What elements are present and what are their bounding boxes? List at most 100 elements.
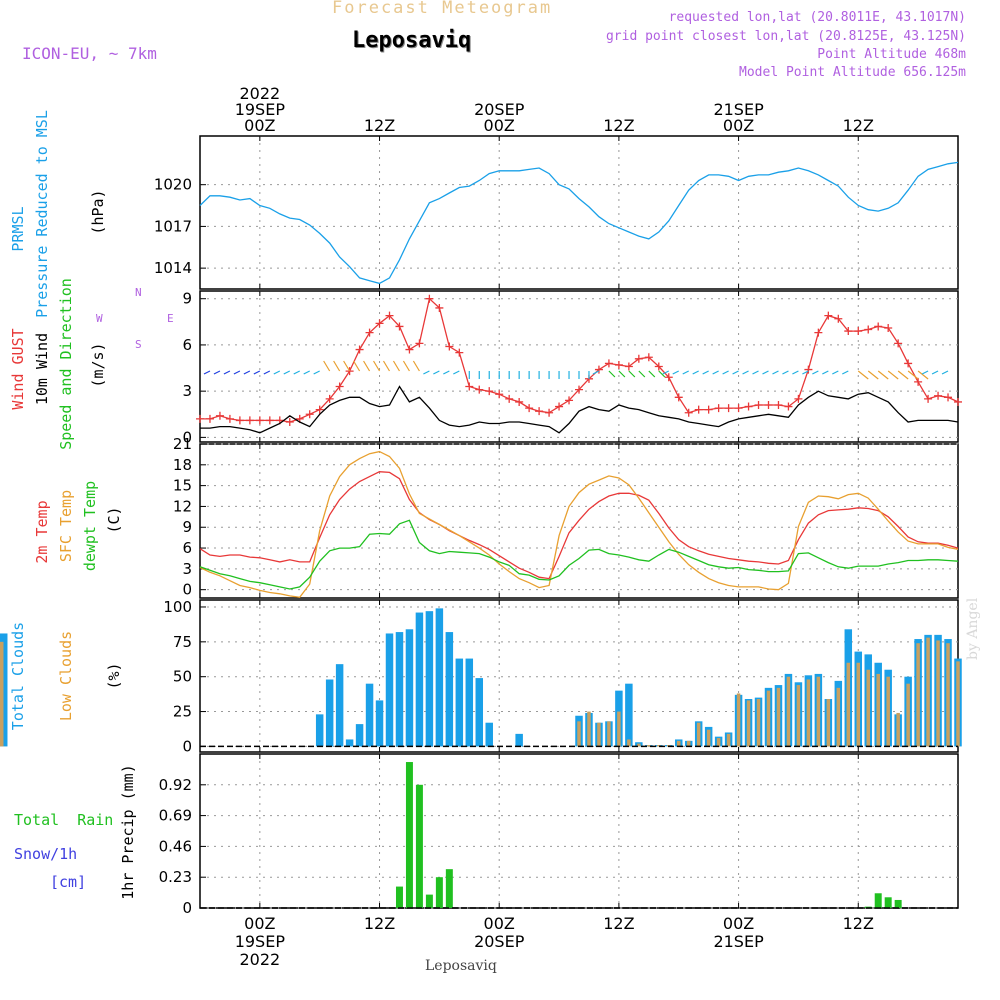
gust-marker: [744, 402, 753, 411]
time-label-top: 00Z: [723, 116, 754, 135]
bar: [726, 733, 731, 747]
gust-marker: [894, 339, 903, 348]
gust-marker: [634, 354, 643, 363]
bar: [415, 612, 424, 747]
location-title: Leposaviq: [352, 28, 472, 53]
wind-arrow: [313, 370, 320, 375]
wind-arrow: [382, 360, 391, 372]
gust-marker: [435, 303, 444, 312]
bar: [617, 711, 621, 747]
bar: [485, 722, 493, 747]
gust-marker: [575, 385, 583, 394]
compass-s: S: [135, 338, 142, 351]
wind-arrow: [363, 360, 371, 372]
bar: [445, 632, 454, 747]
model-name: ICON-EU, ~ 7km: [22, 44, 157, 63]
bar: [956, 661, 960, 747]
gust-marker: [285, 417, 294, 426]
y-tick-label: 3: [182, 560, 192, 578]
panel-temperature: 0 3 6 9 12 15 18 21: [173, 435, 959, 599]
wind-arrow: [832, 370, 839, 375]
wind-arrow: [253, 370, 261, 375]
gust-marker: [604, 359, 613, 368]
label-2m-temp: 2m Temp: [33, 500, 51, 564]
gust-marker: [854, 327, 863, 336]
bar: [345, 739, 354, 747]
y-tick-label: 0: [182, 899, 192, 917]
y-tick-label: 12: [173, 497, 192, 515]
compass-e: E: [167, 312, 174, 325]
bar: [365, 683, 374, 747]
y-tick-label: 0.23: [159, 868, 192, 886]
forecast-title: Forecast Meteogram: [332, 0, 553, 18]
y-tick-label: 18: [173, 456, 192, 474]
wind-arrow: [931, 370, 939, 375]
gust-marker: [834, 314, 843, 323]
panel-frame: [199, 290, 959, 443]
wind-direction-arrows: [203, 360, 949, 380]
gust-marker: [644, 353, 653, 362]
wind-arrow: [433, 370, 440, 375]
panel-frame: [199, 753, 959, 909]
bar: [455, 658, 464, 747]
bar: [776, 687, 781, 747]
time-label-top: 00Z: [244, 116, 275, 135]
bar: [315, 714, 324, 747]
bar: [826, 699, 831, 747]
wind-arrow: [343, 360, 351, 372]
gust-marker: [824, 311, 833, 320]
bar: [405, 629, 414, 747]
series-line: [199, 519, 959, 590]
watermark: by Angel: [965, 597, 981, 660]
bar: [816, 676, 821, 747]
bar: [607, 721, 611, 747]
gust-marker: [505, 394, 514, 403]
model-point-altitude: Model Point Altitude 656.125m: [739, 65, 966, 80]
gust-marker: [525, 404, 534, 413]
gust-marker: [555, 402, 564, 411]
wind-arrow: [223, 370, 231, 375]
bar: [625, 683, 633, 747]
wind-arrow: [423, 370, 430, 375]
bar: [894, 899, 902, 908]
gust-marker: [485, 387, 494, 396]
gust-marker: [375, 319, 384, 328]
gust-marker: [624, 362, 633, 371]
gust-marker: [804, 365, 813, 374]
gust-marker: [515, 397, 524, 406]
bar: [676, 740, 681, 747]
wind-arrow: [842, 370, 849, 375]
wind-arrow: [213, 370, 221, 375]
gust-marker: [864, 325, 873, 334]
wind-arrow: [283, 370, 291, 375]
bar: [587, 711, 591, 747]
bar: [936, 640, 940, 747]
bar: [716, 738, 721, 747]
gust-marker: [215, 411, 224, 420]
time-label-bottom: 21SEP: [713, 932, 764, 951]
gust-marker: [325, 394, 334, 403]
time-label-bottom: 00Z: [244, 914, 275, 933]
gust-marker: [874, 322, 883, 331]
wind-arrow: [638, 370, 646, 378]
gust-marker: [594, 365, 603, 374]
wind-arrow: [443, 370, 450, 375]
gust-marker: [924, 394, 933, 403]
wind-arrow: [802, 370, 809, 375]
time-label-bottom: 19SEP: [235, 932, 286, 951]
bar: [896, 712, 900, 747]
wind-arrow: [762, 370, 769, 375]
bar: [866, 669, 870, 747]
bar: [756, 699, 761, 747]
bar: [395, 632, 404, 747]
y-tick-label: 15: [173, 477, 192, 495]
wind-arrow: [917, 370, 929, 380]
wind-arrow: [392, 360, 400, 372]
wind-arrow: [692, 370, 699, 375]
grid-point-coordinates: grid point closest lon,lat (20.8125E, 43…: [605, 29, 966, 44]
wind-arrow: [592, 370, 600, 375]
bar: [435, 877, 443, 908]
gust-marker: [405, 345, 414, 354]
label-total-clouds: Total Clouds: [9, 621, 27, 731]
gust-marker: [684, 408, 693, 417]
